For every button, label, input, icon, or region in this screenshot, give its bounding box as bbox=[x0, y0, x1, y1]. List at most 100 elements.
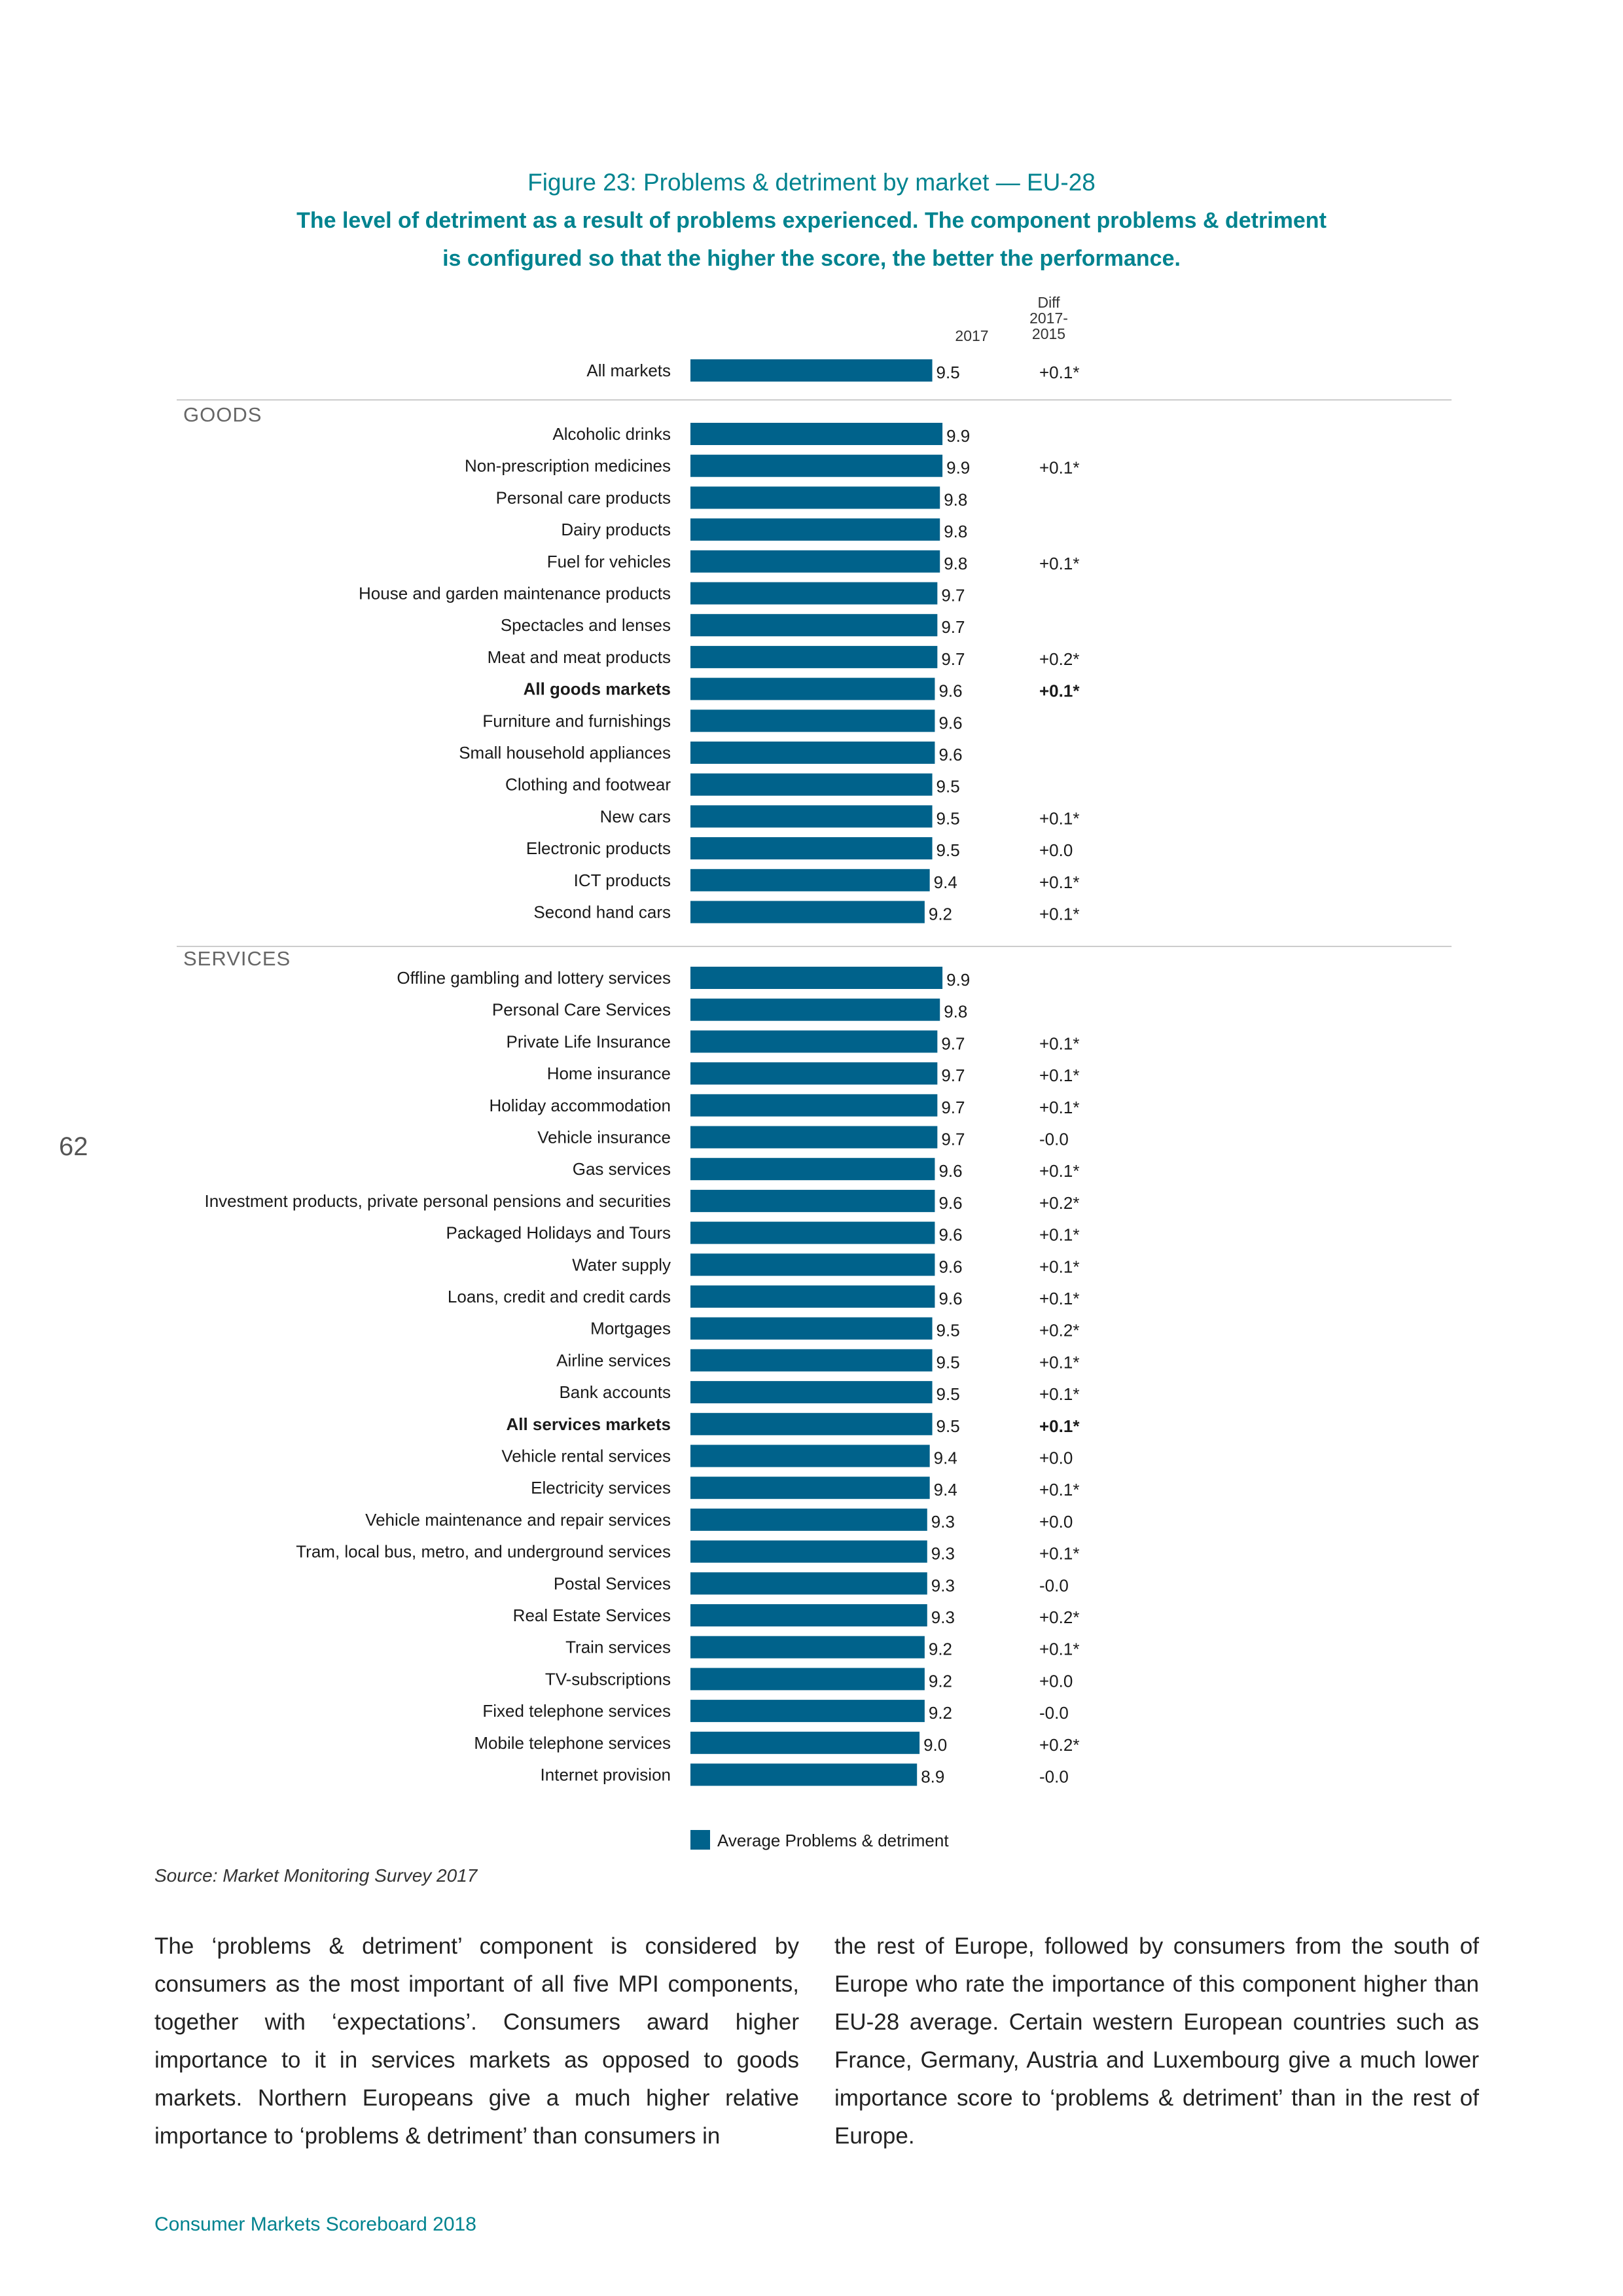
value-label: 9.8 bbox=[944, 554, 967, 573]
value-label: 9.5 bbox=[936, 1384, 960, 1404]
category-label: Internet provision bbox=[541, 1765, 671, 1785]
value-label: 9.0 bbox=[923, 1735, 947, 1755]
category-label: Postal Services bbox=[554, 1573, 671, 1593]
category-label: Second hand cars bbox=[533, 903, 671, 922]
category-label: Meat and meat products bbox=[488, 647, 671, 667]
value-label: 9.5 bbox=[936, 808, 960, 828]
value-label: 9.9 bbox=[946, 458, 970, 478]
bar bbox=[690, 1731, 920, 1754]
category-label: Vehicle insurance bbox=[537, 1128, 671, 1147]
diff-label: +0.1* bbox=[1039, 554, 1079, 573]
bar bbox=[690, 550, 940, 573]
category-label: All markets bbox=[586, 361, 671, 380]
value-label: 9.6 bbox=[938, 681, 962, 701]
category-label: Gas services bbox=[573, 1159, 671, 1179]
diff-label: +0.1* bbox=[1039, 1640, 1079, 1659]
bar bbox=[690, 518, 940, 541]
diff-label: +0.1* bbox=[1039, 1257, 1079, 1276]
bar bbox=[690, 1094, 938, 1117]
category-label: Holiday accommodation bbox=[490, 1096, 671, 1115]
category-label: Airline services bbox=[556, 1350, 671, 1370]
bar bbox=[690, 486, 940, 509]
diff-label: -0.0 bbox=[1039, 1130, 1069, 1149]
value-label: 9.2 bbox=[929, 1671, 952, 1691]
category-label: Alcoholic drinks bbox=[552, 424, 671, 444]
value-label: 9.2 bbox=[929, 905, 952, 924]
diff-label: +0.0 bbox=[1039, 840, 1073, 860]
diff-label: +0.1* bbox=[1039, 1225, 1079, 1245]
diff-label: -0.0 bbox=[1039, 1703, 1069, 1723]
diff-label: +0.1* bbox=[1039, 1289, 1079, 1308]
bar bbox=[690, 1126, 938, 1149]
diff-label: +0.1* bbox=[1039, 458, 1079, 478]
value-label: 9.8 bbox=[944, 522, 967, 541]
diff-label: +0.1* bbox=[1039, 1161, 1079, 1181]
bar bbox=[690, 837, 933, 860]
value-label: 9.8 bbox=[944, 1002, 967, 1022]
diff-label: +0.1* bbox=[1039, 1416, 1080, 1436]
value-label: 9.4 bbox=[934, 1448, 957, 1468]
diff-label: +0.1* bbox=[1039, 1384, 1079, 1404]
category-label: Investment products, private personal pe… bbox=[205, 1191, 671, 1211]
footer-title: Consumer Markets Scoreboard 2018 bbox=[154, 2214, 476, 2235]
value-label: 9.4 bbox=[934, 872, 957, 892]
legend-swatch bbox=[690, 1830, 710, 1850]
value-label: 9.5 bbox=[936, 1416, 960, 1436]
column-header-year: 2017 bbox=[955, 327, 989, 344]
category-label: ICT products bbox=[574, 870, 671, 890]
category-label: Private Life Insurance bbox=[507, 1031, 671, 1051]
column-header-diff: Diff 2017- 2015 bbox=[1029, 294, 1068, 342]
value-label: 9.9 bbox=[946, 426, 970, 446]
category-label: Electronic products bbox=[526, 838, 671, 858]
category-label: All goods markets bbox=[524, 679, 671, 699]
bar bbox=[690, 582, 938, 605]
bar bbox=[690, 423, 943, 445]
value-label: 9.3 bbox=[931, 1575, 955, 1595]
value-label: 9.3 bbox=[931, 1544, 955, 1564]
value-label: 9.5 bbox=[936, 840, 960, 860]
diff-label: +0.2* bbox=[1039, 1321, 1079, 1340]
category-label: Spectacles and lenses bbox=[501, 615, 671, 635]
diff-label: +0.1* bbox=[1039, 1480, 1079, 1499]
bar bbox=[690, 1700, 925, 1723]
category-label: Clothing and footwear bbox=[505, 775, 671, 795]
bar bbox=[690, 1636, 925, 1659]
bar bbox=[690, 1221, 935, 1244]
bar bbox=[690, 1285, 935, 1308]
bar bbox=[690, 645, 938, 668]
bar bbox=[690, 1508, 927, 1531]
category-label: Offline gambling and lottery services bbox=[397, 968, 671, 988]
diff-label: +0.0 bbox=[1039, 1448, 1073, 1468]
value-label: 9.7 bbox=[941, 1033, 965, 1053]
diff-label: +0.1* bbox=[1039, 1033, 1079, 1053]
category-label: Personal Care Services bbox=[492, 1000, 671, 1020]
bar bbox=[690, 1381, 933, 1404]
value-label: 9.5 bbox=[936, 1352, 960, 1372]
category-label: Mortgages bbox=[590, 1319, 671, 1338]
category-label: Electricity services bbox=[531, 1478, 671, 1498]
bar-chart: All markets 9.5 +0.1* GOODS Alcoholic drinks… bbox=[177, 359, 1452, 1850]
category-label: Furniture and furnishings bbox=[482, 711, 671, 730]
category-label: Vehicle maintenance and repair services bbox=[365, 1510, 671, 1530]
diff-label: +0.2* bbox=[1039, 1735, 1079, 1755]
category-label: Train services bbox=[565, 1638, 671, 1657]
value-label: 9.6 bbox=[938, 1161, 962, 1181]
bar bbox=[690, 677, 935, 700]
category-label: Vehicle rental services bbox=[501, 1446, 671, 1466]
bar bbox=[690, 901, 925, 924]
bar bbox=[690, 1444, 930, 1467]
value-label: 9.8 bbox=[944, 490, 967, 509]
diff-label: +0.2* bbox=[1039, 1607, 1079, 1627]
value-label: 9.5 bbox=[936, 1321, 960, 1340]
category-label: TV-subscriptions bbox=[545, 1669, 671, 1689]
bar bbox=[690, 967, 943, 989]
legend-label: Average Problems & detriment bbox=[717, 1831, 949, 1850]
bar bbox=[690, 1540, 927, 1563]
diff-label: +0.1* bbox=[1039, 1544, 1079, 1564]
category-label: Tram, local bus, metro, and underground … bbox=[296, 1542, 671, 1562]
value-label: 9.7 bbox=[941, 586, 965, 605]
value-label: 9.6 bbox=[938, 1289, 962, 1308]
bar bbox=[690, 1062, 938, 1085]
bar bbox=[690, 1189, 935, 1212]
section-label: GOODS bbox=[183, 403, 262, 426]
